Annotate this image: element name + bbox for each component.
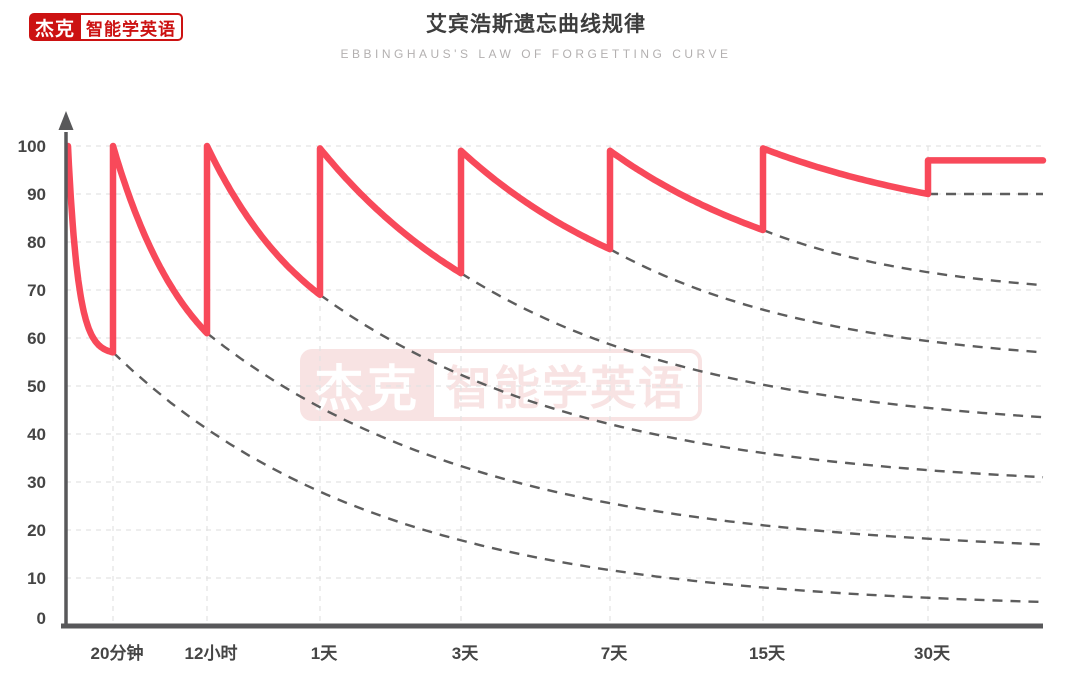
y-tick-label: 60 xyxy=(27,329,46,348)
x-tick-label: 1天 xyxy=(311,644,338,663)
chart-header: 艾宾浩斯遗忘曲线规律 EBBINGHAUS'S LAW OF FORGETTIN… xyxy=(0,8,1072,61)
x-tick-label: 15天 xyxy=(749,644,786,663)
y-tick-label: 70 xyxy=(27,281,46,300)
y-tick-label: 10 xyxy=(27,569,46,588)
retention-red-curve xyxy=(64,142,1047,356)
y-tick-label: 20 xyxy=(27,521,46,540)
y-tick-label: 90 xyxy=(27,185,46,204)
y-axis-arrow-icon xyxy=(58,111,74,130)
x-tick-label: 3天 xyxy=(452,644,479,663)
page-title: 艾宾浩斯遗忘曲线规律 xyxy=(426,13,646,36)
y-tick-label: 80 xyxy=(27,233,46,252)
brand-logo-mark: 杰克 xyxy=(29,13,82,41)
y-tick-label: 0 xyxy=(37,609,46,628)
brand-logo: 杰克 智能学英语 xyxy=(29,13,184,41)
forgetting-dashed-curve xyxy=(112,351,1044,604)
x-tick-label: 20分钟 xyxy=(91,643,144,663)
x-tick-label: 12小时 xyxy=(185,644,238,663)
forgetting-dashed-curve xyxy=(762,228,1044,287)
page-subtitle: EBBINGHAUS'S LAW OF FORGETTING CURVE xyxy=(340,47,732,61)
forgetting-dashed-curve xyxy=(319,293,1044,479)
x-tick-label: 30天 xyxy=(914,644,951,663)
brand-logo-text: 智能学英语 xyxy=(81,13,184,41)
forgetting-dashed-curve xyxy=(460,272,1044,419)
forgetting-dashed-curve xyxy=(206,332,1044,546)
y-tick-label: 100 xyxy=(18,137,46,156)
y-tick-label: 40 xyxy=(27,425,46,444)
forgetting-dashed-curve xyxy=(609,248,1044,354)
y-tick-label: 50 xyxy=(27,377,46,396)
x-tick-label: 7天 xyxy=(601,644,628,663)
y-tick-label: 30 xyxy=(27,473,46,492)
